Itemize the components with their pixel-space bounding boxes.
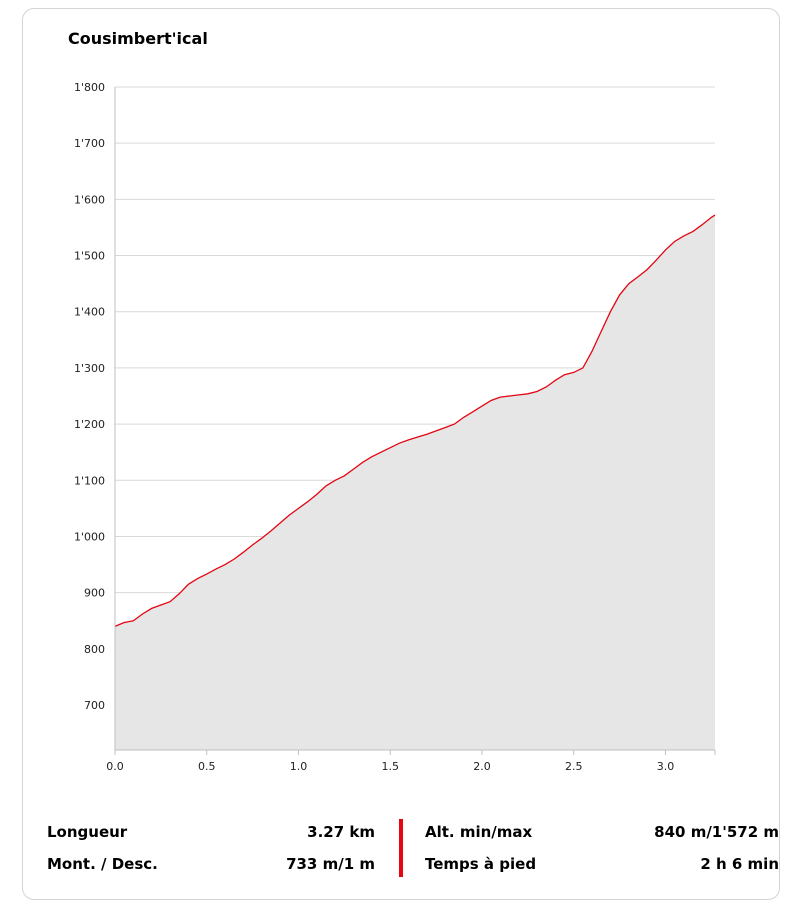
y-tick-label: 900	[84, 587, 105, 600]
y-tick-label: 1'500	[74, 250, 105, 263]
x-tick-label: 2.0	[473, 760, 491, 773]
elevation-area	[114, 214, 716, 751]
ascent-descent-label: Mont. / Desc.	[47, 855, 158, 873]
length-value: 3.27 km	[307, 823, 375, 841]
y-tick-label: 1'200	[74, 418, 105, 431]
route-stats: Longueur 3.27 km Mont. / Desc. 733 m/1 m…	[45, 817, 779, 877]
elevation-chart: 700 800 900 1'000 1'100 1'200 1'300 1'400 1'500 1…	[74, 81, 716, 773]
chart-axes	[114, 87, 716, 755]
altitude-value: 840 m/1'572 m	[654, 823, 779, 841]
y-tick-label: 1'700	[74, 137, 105, 150]
y-axis-tick-labels: 700 800 900 1'000 1'100 1'200 1'300 1'400 1'500 1…	[74, 81, 105, 712]
x-tick-label: 1.0	[290, 760, 308, 773]
x-tick-label: 0.0	[106, 760, 124, 773]
x-tick-label: 1.5	[381, 760, 399, 773]
y-tick-label: 1'100	[74, 474, 105, 487]
elevation-line	[114, 214, 716, 627]
altitude-label: Alt. min/max	[425, 823, 533, 841]
y-tick-label: 1'300	[74, 362, 105, 375]
y-tick-label: 1'000	[74, 530, 105, 543]
y-tick-label: 800	[84, 643, 105, 656]
y-tick-label: 1'600	[74, 193, 105, 206]
walking-time-value: 2 h 6 min	[700, 855, 779, 873]
elevation-fill	[115, 215, 715, 751]
x-tick-label: 0.5	[198, 760, 216, 773]
stats-divider	[399, 819, 403, 877]
y-tick-label: 1'400	[74, 306, 105, 319]
x-tick-label: 3.0	[657, 760, 675, 773]
x-tick-label: 2.5	[565, 760, 583, 773]
length-label: Longueur	[47, 823, 128, 841]
chart-title: Cousimbert'ical	[68, 29, 208, 48]
y-tick-label: 700	[84, 699, 105, 712]
y-tick-label: 1'800	[74, 81, 105, 94]
elevation-profile-card: Cousimbert'ical 700 800 900 1'000 1'100 1'200…	[22, 8, 780, 900]
walking-time-label: Temps à pied	[425, 855, 537, 873]
ascent-descent-value: 733 m/1 m	[286, 855, 375, 873]
x-axis-tick-labels: 0.0 0.5 1.0 1.5 2.0 2.5 3.0	[106, 760, 674, 773]
